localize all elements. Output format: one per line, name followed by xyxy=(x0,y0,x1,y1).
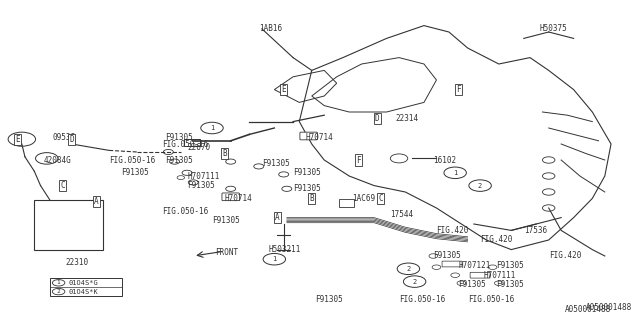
Circle shape xyxy=(543,205,555,211)
Circle shape xyxy=(457,281,466,285)
Text: H70714: H70714 xyxy=(225,194,252,203)
Text: C: C xyxy=(60,181,65,190)
Circle shape xyxy=(429,254,438,258)
Text: 1: 1 xyxy=(210,125,214,131)
Text: 2: 2 xyxy=(57,289,61,294)
Text: A: A xyxy=(94,197,99,206)
Text: F91305: F91305 xyxy=(496,280,524,289)
Text: FIG.050-16: FIG.050-16 xyxy=(109,156,156,164)
Circle shape xyxy=(278,172,289,177)
Text: H50375: H50375 xyxy=(540,24,567,33)
Circle shape xyxy=(432,265,441,269)
Circle shape xyxy=(482,273,491,277)
Text: 1: 1 xyxy=(453,170,458,176)
Text: 01O4S*G: 01O4S*G xyxy=(68,280,99,286)
Circle shape xyxy=(451,273,460,277)
Text: FRONT: FRONT xyxy=(215,248,238,257)
Text: C: C xyxy=(378,194,383,203)
Circle shape xyxy=(163,149,173,155)
Text: 42084G: 42084G xyxy=(44,156,72,164)
Text: FIG.050-16: FIG.050-16 xyxy=(162,207,209,216)
Text: E: E xyxy=(15,135,20,144)
Circle shape xyxy=(282,186,292,191)
Text: F91305: F91305 xyxy=(293,184,321,193)
Text: 1: 1 xyxy=(57,280,61,285)
Text: 1AB16: 1AB16 xyxy=(259,24,282,33)
Text: E: E xyxy=(282,85,286,94)
Text: A: A xyxy=(275,213,280,222)
Text: F91305: F91305 xyxy=(262,159,290,168)
Circle shape xyxy=(170,159,180,164)
Text: 22670: 22670 xyxy=(187,143,210,152)
Text: D: D xyxy=(375,114,380,123)
Text: H707111: H707111 xyxy=(187,172,220,180)
Text: F91305: F91305 xyxy=(165,156,193,164)
Circle shape xyxy=(495,281,503,285)
Text: FIG.050-16: FIG.050-16 xyxy=(468,295,514,304)
Circle shape xyxy=(543,157,555,163)
Text: FIG.420: FIG.420 xyxy=(436,226,469,235)
Circle shape xyxy=(488,265,497,269)
Text: 16102: 16102 xyxy=(433,156,456,164)
Text: FIG.420: FIG.420 xyxy=(480,236,513,244)
Text: F91305: F91305 xyxy=(187,181,215,190)
Text: F91305: F91305 xyxy=(496,261,524,270)
Text: 01O4S*K: 01O4S*K xyxy=(68,289,99,295)
FancyBboxPatch shape xyxy=(300,132,317,140)
Text: F91305: F91305 xyxy=(315,295,342,304)
Text: FIG.420: FIG.420 xyxy=(548,252,581,260)
FancyBboxPatch shape xyxy=(222,193,239,201)
Circle shape xyxy=(543,173,555,179)
Text: F: F xyxy=(456,85,461,94)
Text: 2: 2 xyxy=(478,183,482,188)
Text: H707121: H707121 xyxy=(458,261,491,270)
Text: H503211: H503211 xyxy=(268,245,301,254)
Text: 17544: 17544 xyxy=(390,210,413,219)
Circle shape xyxy=(543,189,555,195)
Circle shape xyxy=(177,176,184,180)
Text: 22310: 22310 xyxy=(65,258,88,267)
Circle shape xyxy=(226,159,236,164)
Circle shape xyxy=(254,164,264,169)
Text: 1: 1 xyxy=(272,256,276,262)
FancyBboxPatch shape xyxy=(470,272,490,278)
Circle shape xyxy=(182,170,192,175)
Text: F91305: F91305 xyxy=(458,280,486,289)
Text: 2: 2 xyxy=(406,266,410,272)
Text: FIG.050-16: FIG.050-16 xyxy=(162,140,209,148)
Text: B: B xyxy=(310,194,314,203)
Text: H707111: H707111 xyxy=(483,271,516,280)
Text: F91305: F91305 xyxy=(433,252,461,260)
Text: A050001488: A050001488 xyxy=(586,303,632,312)
Text: F91305: F91305 xyxy=(212,216,240,225)
Text: 17536: 17536 xyxy=(524,226,547,235)
Text: D: D xyxy=(69,135,74,144)
Text: F91305: F91305 xyxy=(122,168,149,177)
Text: 0953S: 0953S xyxy=(53,133,76,142)
Text: 22314: 22314 xyxy=(396,114,419,123)
Text: FIG.050-16: FIG.050-16 xyxy=(399,295,445,304)
Text: F91305: F91305 xyxy=(165,133,193,142)
Text: 1AC69: 1AC69 xyxy=(352,194,376,203)
Text: B: B xyxy=(222,149,227,158)
FancyBboxPatch shape xyxy=(442,261,462,267)
Text: A050001488: A050001488 xyxy=(564,305,611,314)
FancyBboxPatch shape xyxy=(184,139,200,146)
Circle shape xyxy=(226,186,236,191)
Text: F91305: F91305 xyxy=(293,168,321,177)
Text: H70714: H70714 xyxy=(305,133,333,142)
Circle shape xyxy=(188,180,198,185)
Text: F: F xyxy=(356,156,361,164)
Text: 2: 2 xyxy=(413,279,417,284)
